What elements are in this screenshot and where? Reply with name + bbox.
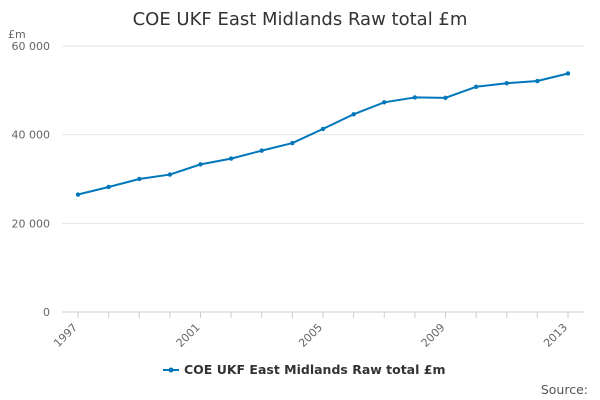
data-point[interactable] bbox=[412, 95, 418, 100]
data-point[interactable] bbox=[290, 140, 295, 146]
data-point[interactable] bbox=[382, 100, 387, 105]
data-point[interactable] bbox=[473, 84, 479, 89]
data-point[interactable] bbox=[106, 184, 111, 190]
data-point[interactable] bbox=[167, 172, 173, 177]
legend[interactable]: COE UKF East Midlands Raw total £m bbox=[163, 362, 445, 377]
data-point[interactable] bbox=[228, 156, 234, 161]
legend-marker bbox=[168, 367, 174, 373]
legend-label[interactable]: COE UKF East Midlands Raw total £m bbox=[184, 362, 445, 377]
data-point[interactable] bbox=[535, 78, 540, 84]
y-tick-label: 40 000 bbox=[12, 129, 51, 142]
data-point[interactable] bbox=[198, 162, 203, 167]
data-point[interactable] bbox=[351, 112, 356, 117]
source-label: Source: bbox=[541, 382, 588, 397]
data-point[interactable] bbox=[504, 81, 509, 86]
data-point[interactable] bbox=[565, 71, 571, 76]
x-tick-label: 2001 bbox=[174, 321, 203, 350]
y-tick-label: 60 000 bbox=[12, 40, 51, 53]
y-tick-label: 20 000 bbox=[12, 217, 51, 230]
x-tick-label: 2005 bbox=[296, 321, 325, 350]
series-layer bbox=[75, 71, 571, 197]
data-point[interactable] bbox=[320, 126, 326, 132]
x-tick-label: 2009 bbox=[419, 321, 448, 350]
y-axis-label: £m bbox=[8, 28, 26, 41]
y-tick-label: 0 bbox=[43, 306, 50, 319]
x-tick-label: 1997 bbox=[51, 321, 80, 350]
x-axis-ticks: 1997 2001 2005 2009 2013 bbox=[51, 312, 570, 350]
y-axis-ticks: 0 20 000 40 000 60 000 bbox=[12, 40, 51, 319]
data-point[interactable] bbox=[137, 176, 142, 182]
data-point[interactable] bbox=[443, 95, 448, 101]
data-point[interactable] bbox=[75, 192, 81, 197]
chart-title: COE UKF East Midlands Raw total £m bbox=[133, 9, 468, 30]
series-line[interactable] bbox=[77, 72, 569, 196]
x-tick-label: 2013 bbox=[541, 321, 570, 350]
data-point[interactable] bbox=[259, 148, 264, 153]
